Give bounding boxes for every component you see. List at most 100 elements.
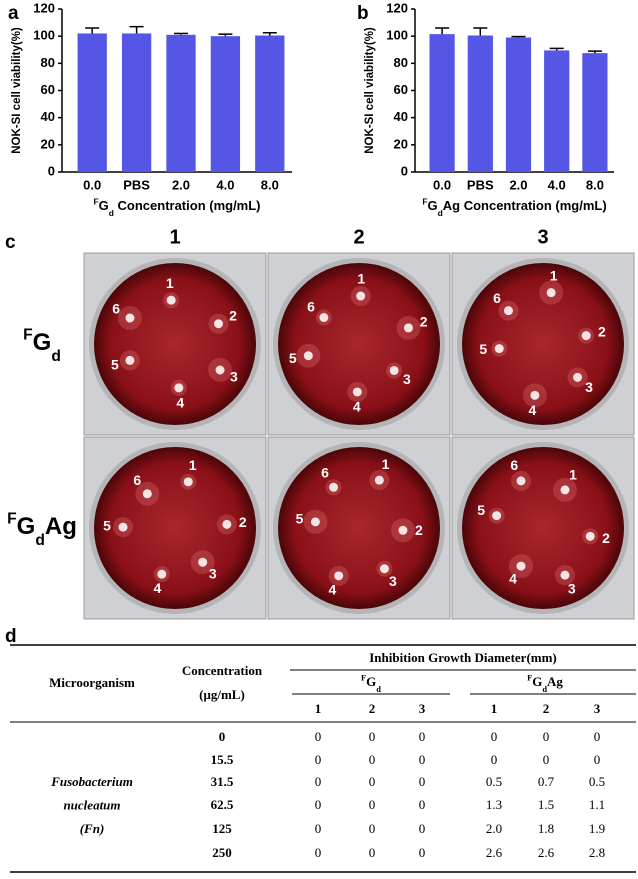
replicate-label: 1 <box>491 701 498 716</box>
well <box>356 291 366 301</box>
well-label: 1 <box>382 456 390 472</box>
error-bar <box>129 25 144 34</box>
replicate-label: 1 <box>315 701 322 716</box>
well-label: 6 <box>321 464 329 480</box>
cell-value: 0 <box>543 729 550 744</box>
agar <box>94 447 256 609</box>
bar <box>166 34 196 172</box>
error-bar <box>435 27 450 35</box>
well-label: 4 <box>528 402 536 418</box>
x-axis-label-part: d <box>109 208 114 218</box>
replicate-label: 2 <box>543 701 550 716</box>
cell-value: 0 <box>491 729 498 744</box>
bar <box>255 35 285 172</box>
well <box>581 331 591 341</box>
well <box>516 476 526 486</box>
bar <box>582 53 608 173</box>
well-label: 5 <box>477 502 485 518</box>
well-label: 4 <box>329 581 337 597</box>
y-tick-label: 0 <box>48 163 55 178</box>
group-label-part: G <box>366 674 376 689</box>
error-bar <box>549 47 564 51</box>
cell-value: 0 <box>315 729 322 744</box>
concentration: 250 <box>212 845 232 860</box>
well-label: 4 <box>176 394 184 410</box>
well-label: 3 <box>403 371 411 387</box>
cell-value: 0 <box>491 752 498 767</box>
panel-label: d <box>5 626 17 647</box>
cell-value: 2.6 <box>486 845 503 860</box>
cell-value: 0 <box>594 729 601 744</box>
row-label: FGd <box>23 327 61 366</box>
group-header: Inhibition Growth Diameter(mm) <box>369 650 557 665</box>
well <box>183 477 193 487</box>
cell-value: 0 <box>419 774 426 789</box>
row-label-part: d <box>51 348 61 365</box>
well-label: 5 <box>103 518 111 534</box>
cell-value: 0 <box>369 774 376 789</box>
bar <box>121 33 152 173</box>
well <box>585 531 595 541</box>
cell-value: 0 <box>315 797 322 812</box>
error-bar <box>587 50 602 54</box>
well-label: 3 <box>389 573 397 589</box>
well <box>530 390 540 400</box>
well <box>334 571 344 581</box>
row-label-part: F <box>23 327 33 344</box>
cell-value: 0 <box>419 729 426 744</box>
x-axis-label-part: d <box>438 208 443 218</box>
row-label: FGdAg <box>7 511 77 550</box>
column-header: (μg/mL) <box>199 687 245 702</box>
y-tick-label: 120 <box>33 0 55 15</box>
well-label: 6 <box>510 457 518 473</box>
cell-value: 0.7 <box>538 774 555 789</box>
y-tick-label: 60 <box>394 82 408 97</box>
well <box>174 383 184 393</box>
bar <box>77 33 107 173</box>
well <box>379 564 389 574</box>
concentration: 0 <box>219 729 226 744</box>
cell-value: 2.8 <box>589 845 605 860</box>
x-axis-label: FGdAg Concentration (mg/mL) <box>422 197 606 219</box>
well-label: 5 <box>111 357 119 373</box>
well-label: 2 <box>602 530 610 546</box>
x-axis-label: FGd Concentration (mg/mL) <box>93 197 260 219</box>
cell-value: 1.9 <box>589 821 605 836</box>
well <box>503 306 513 316</box>
well <box>389 365 399 375</box>
x-tick-label: 8.0 <box>261 177 279 192</box>
cell-value: 0 <box>315 752 322 767</box>
y-axis-label: NOK-SI cell viability(%) <box>11 27 23 154</box>
panel-label: a <box>8 3 19 24</box>
concentration: 31.5 <box>211 774 234 789</box>
cell-value: 0 <box>369 729 376 744</box>
error-bar <box>218 33 233 37</box>
row-label-part: Ag <box>45 513 77 540</box>
x-axis-label-part: G <box>427 198 437 213</box>
y-tick-label: 20 <box>394 136 408 151</box>
y-tick-label: 0 <box>401 163 408 178</box>
cell-value: 0 <box>369 821 376 836</box>
cell-value: 0.5 <box>589 774 605 789</box>
error-bar <box>511 35 526 38</box>
group-label: FGd <box>361 672 381 694</box>
cell-value: 0 <box>369 845 376 860</box>
well <box>374 475 384 485</box>
well <box>142 489 152 499</box>
well <box>157 569 167 579</box>
well <box>516 561 526 571</box>
well-label: 5 <box>289 350 297 366</box>
cell-value: 1.5 <box>538 797 554 812</box>
cell-value: 0 <box>419 797 426 812</box>
x-axis-label-part: F <box>422 197 427 207</box>
column-heading: 1 <box>169 226 180 248</box>
well <box>352 387 362 397</box>
well-label: 1 <box>569 467 577 483</box>
well <box>125 313 135 323</box>
table-lines <box>10 644 636 873</box>
cell-value: 0.5 <box>486 774 502 789</box>
cell-value: 0 <box>419 845 426 860</box>
cell-value: 0 <box>315 845 322 860</box>
panel-label: c <box>5 232 16 253</box>
well <box>573 372 583 382</box>
